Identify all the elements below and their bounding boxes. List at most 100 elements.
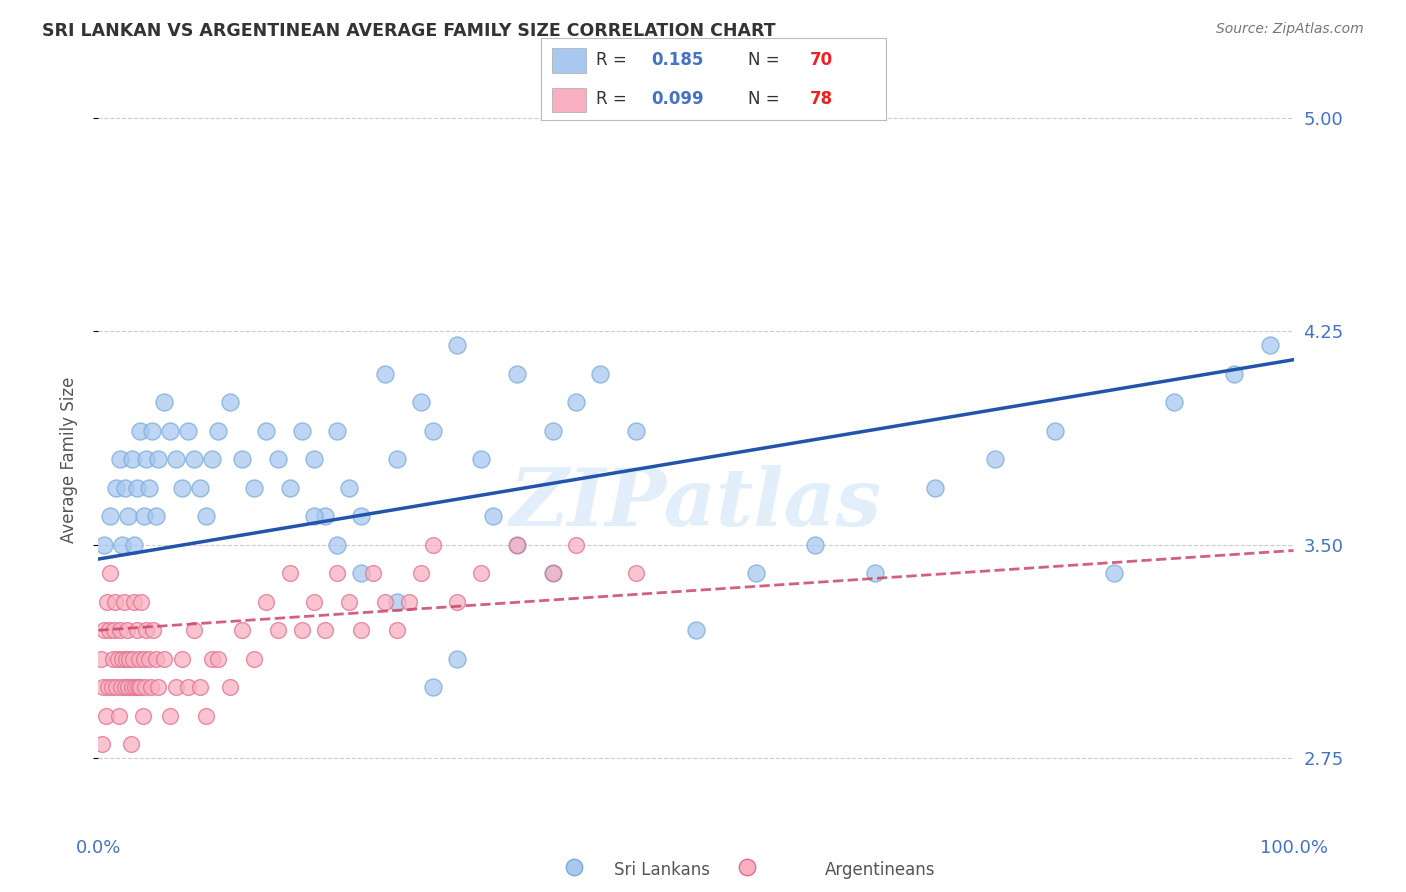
Point	[138, 481, 160, 495]
Point	[291, 424, 314, 438]
Point	[105, 481, 128, 495]
Point	[138, 651, 160, 665]
Point	[100, 680, 122, 694]
Point	[385, 595, 409, 609]
Text: R =: R =	[596, 90, 633, 108]
Point	[626, 566, 648, 581]
Point	[131, 708, 153, 723]
Point	[112, 595, 135, 609]
Point	[177, 424, 200, 438]
Point	[243, 481, 266, 495]
Point	[374, 367, 396, 381]
Point	[108, 452, 131, 467]
Point	[339, 595, 361, 609]
Text: ZIPatlas: ZIPatlas	[510, 465, 882, 542]
Point	[470, 452, 492, 467]
Point	[231, 624, 253, 638]
Point	[121, 452, 143, 467]
Point	[128, 651, 150, 665]
Point	[101, 651, 124, 665]
Point	[183, 452, 205, 467]
Point	[124, 595, 146, 609]
Point	[135, 452, 157, 467]
Point	[107, 651, 129, 665]
Point	[446, 651, 468, 665]
Point	[326, 566, 349, 581]
Point	[422, 424, 444, 438]
Point	[98, 566, 122, 581]
Point	[411, 566, 433, 581]
Point	[374, 595, 396, 609]
Point	[506, 538, 529, 552]
Point	[470, 566, 492, 581]
Point	[110, 680, 132, 694]
Point	[207, 424, 229, 438]
Point	[195, 509, 218, 524]
Point	[117, 680, 139, 694]
Point	[482, 509, 505, 524]
Point	[254, 424, 277, 438]
Point	[165, 452, 187, 467]
Point	[219, 395, 242, 409]
Bar	[551, 87, 586, 112]
Point	[385, 452, 409, 467]
Point	[93, 624, 115, 638]
Point	[201, 452, 224, 467]
Point	[541, 566, 564, 581]
Point	[924, 481, 946, 495]
Point	[104, 595, 127, 609]
Point	[254, 595, 277, 609]
Point	[94, 708, 117, 723]
Point	[165, 680, 187, 694]
Point	[302, 595, 325, 609]
Text: N =: N =	[748, 51, 785, 69]
Point	[125, 624, 148, 638]
Point	[1258, 338, 1281, 352]
Point	[363, 566, 385, 581]
Point	[121, 680, 143, 694]
Point	[267, 452, 290, 467]
Text: Source: ZipAtlas.com: Source: ZipAtlas.com	[1216, 22, 1364, 37]
Point	[804, 538, 827, 552]
Point	[98, 624, 121, 638]
Point	[385, 624, 409, 638]
Text: Sri Lankans: Sri Lankans	[614, 861, 710, 879]
Point	[446, 595, 468, 609]
Point	[411, 395, 433, 409]
Point	[302, 509, 325, 524]
Point	[685, 624, 707, 638]
Point	[122, 651, 145, 665]
Point	[195, 708, 218, 723]
Point	[326, 538, 349, 552]
Point	[148, 680, 170, 694]
Bar	[551, 48, 586, 73]
Point	[125, 481, 148, 495]
Point	[219, 680, 242, 694]
Point	[291, 624, 314, 638]
Point	[339, 481, 361, 495]
Point	[207, 651, 229, 665]
Point	[91, 680, 114, 694]
Point	[93, 538, 115, 552]
Point	[865, 566, 887, 581]
Point	[127, 680, 149, 694]
Point	[745, 566, 768, 581]
Point	[132, 509, 155, 524]
Point	[984, 452, 1007, 467]
Point	[103, 624, 125, 638]
Point	[506, 367, 529, 381]
Text: 70: 70	[810, 51, 834, 69]
Point	[626, 424, 648, 438]
Point	[131, 595, 153, 609]
Point	[117, 509, 139, 524]
Point	[541, 424, 564, 438]
Point	[132, 651, 155, 665]
Point	[134, 680, 156, 694]
Point	[278, 566, 301, 581]
Point	[1223, 367, 1246, 381]
Point	[91, 737, 114, 751]
Point	[129, 424, 152, 438]
Point	[111, 538, 134, 552]
Point	[98, 509, 122, 524]
Point	[1043, 424, 1066, 438]
